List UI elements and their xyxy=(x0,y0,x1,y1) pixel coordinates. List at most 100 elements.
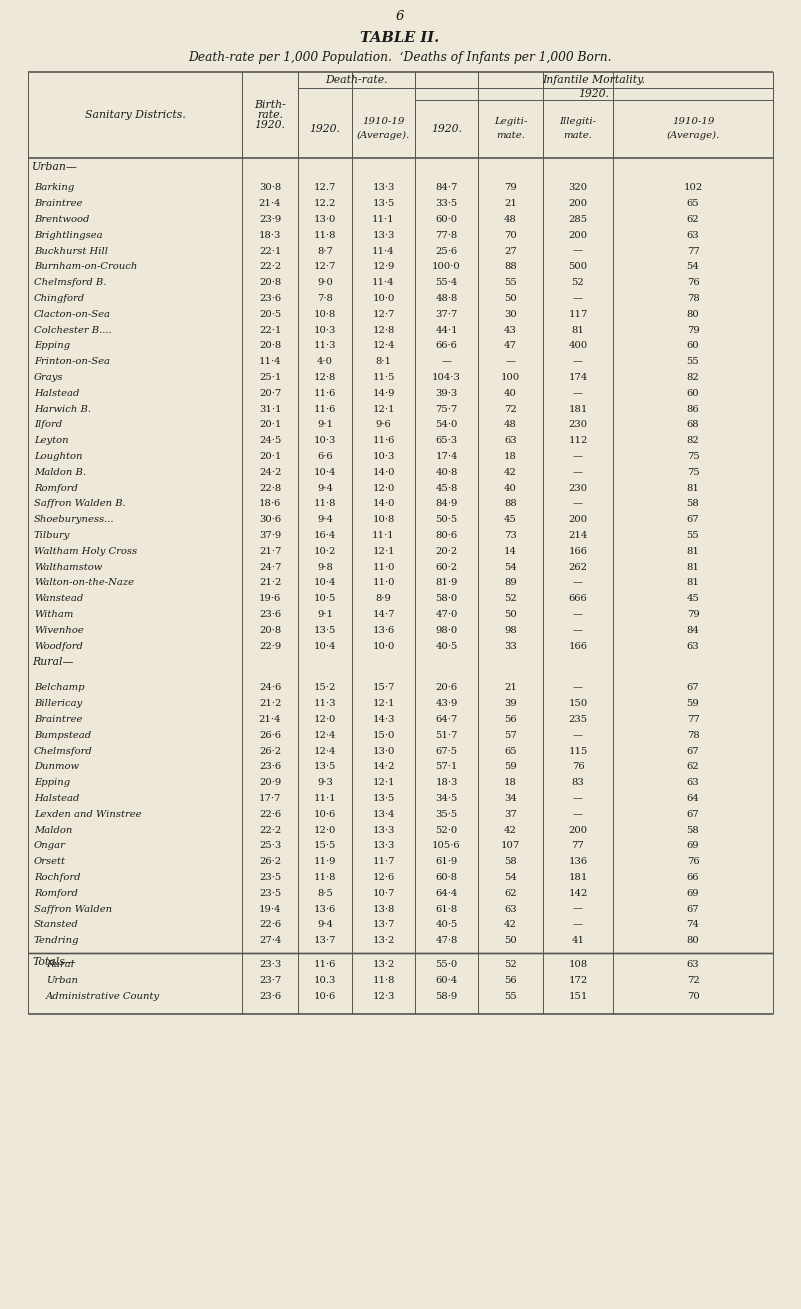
Text: 20·9: 20·9 xyxy=(259,778,281,787)
Text: 24·5: 24·5 xyxy=(259,436,281,445)
Text: 55: 55 xyxy=(686,357,699,367)
Text: 117: 117 xyxy=(569,310,588,319)
Text: Chingford: Chingford xyxy=(34,295,85,302)
Text: 11·0: 11·0 xyxy=(372,563,395,572)
Text: 84·9: 84·9 xyxy=(435,500,457,508)
Text: 230: 230 xyxy=(569,483,588,492)
Text: 166: 166 xyxy=(569,547,587,556)
Text: —: — xyxy=(573,683,583,692)
Text: 79: 79 xyxy=(504,183,517,192)
Text: 11·6: 11·6 xyxy=(372,436,395,445)
Text: Urban: Urban xyxy=(46,975,78,984)
Text: 59: 59 xyxy=(686,699,699,708)
Text: 214: 214 xyxy=(569,531,588,541)
Text: 24·2: 24·2 xyxy=(259,467,281,476)
Text: 23·6: 23·6 xyxy=(259,295,281,302)
Text: Loughton: Loughton xyxy=(34,452,83,461)
Text: 75·7: 75·7 xyxy=(436,404,457,414)
Text: Halstead: Halstead xyxy=(34,795,79,802)
Text: 72: 72 xyxy=(686,975,699,984)
Text: 21: 21 xyxy=(504,683,517,692)
Text: 23·5: 23·5 xyxy=(259,873,281,882)
Text: 11·1: 11·1 xyxy=(314,795,336,802)
Text: 100: 100 xyxy=(501,373,520,382)
Text: Tilbury: Tilbury xyxy=(34,531,70,541)
Text: 57·1: 57·1 xyxy=(435,762,457,771)
Text: 12·9: 12·9 xyxy=(372,262,395,271)
Text: 9·4: 9·4 xyxy=(317,516,333,524)
Text: 12·0: 12·0 xyxy=(314,715,336,724)
Text: 19·4: 19·4 xyxy=(259,905,281,914)
Text: Braintree: Braintree xyxy=(34,199,83,208)
Text: 23·3: 23·3 xyxy=(259,959,281,969)
Text: 20·1: 20·1 xyxy=(259,452,281,461)
Text: 34: 34 xyxy=(504,795,517,802)
Text: 63: 63 xyxy=(686,778,699,787)
Text: 54: 54 xyxy=(686,262,699,271)
Text: Colchester B....: Colchester B.... xyxy=(34,326,111,335)
Text: 13·2: 13·2 xyxy=(372,959,395,969)
Text: 61·8: 61·8 xyxy=(436,905,457,914)
Text: Stansted: Stansted xyxy=(34,920,78,929)
Text: 14·7: 14·7 xyxy=(372,610,395,619)
Text: 108: 108 xyxy=(569,959,588,969)
Text: mate.: mate. xyxy=(563,131,593,140)
Text: 43: 43 xyxy=(504,326,517,335)
Text: Saffron Walden B.: Saffron Walden B. xyxy=(34,500,126,508)
Text: 33·5: 33·5 xyxy=(436,199,457,208)
Text: 230: 230 xyxy=(569,420,588,429)
Text: —: — xyxy=(573,920,583,929)
Text: 14·2: 14·2 xyxy=(372,762,395,771)
Text: 18·3: 18·3 xyxy=(259,230,281,240)
Text: Romford: Romford xyxy=(34,889,78,898)
Text: 1920.: 1920. xyxy=(309,124,340,134)
Text: 11·6: 11·6 xyxy=(314,404,336,414)
Text: 11·4: 11·4 xyxy=(372,279,395,287)
Text: Sanitary Districts.: Sanitary Districts. xyxy=(85,110,186,120)
Text: 77: 77 xyxy=(572,842,585,851)
Text: 23·5: 23·5 xyxy=(259,889,281,898)
Text: 13·5: 13·5 xyxy=(314,762,336,771)
Text: Rural: Rural xyxy=(46,959,74,969)
Text: 23·7: 23·7 xyxy=(259,975,281,984)
Text: 84: 84 xyxy=(686,626,699,635)
Text: Ongar: Ongar xyxy=(34,842,66,851)
Text: Harwich B.: Harwich B. xyxy=(34,404,91,414)
Text: 54: 54 xyxy=(504,563,517,572)
Text: 39·3: 39·3 xyxy=(436,389,457,398)
Text: Walton-on-the-Naze: Walton-on-the-Naze xyxy=(34,579,134,588)
Text: Death-rate per 1,000 Population.  ‘Deaths of Infants per 1,000 Born.: Death-rate per 1,000 Population. ‘Deaths… xyxy=(188,51,612,64)
Text: 26·2: 26·2 xyxy=(259,857,281,867)
Text: 22·9: 22·9 xyxy=(259,641,281,651)
Text: 30: 30 xyxy=(504,310,517,319)
Text: 13·5: 13·5 xyxy=(372,199,395,208)
Text: Barking: Barking xyxy=(34,183,74,192)
Text: 31·1: 31·1 xyxy=(259,404,281,414)
Text: 76: 76 xyxy=(686,857,699,867)
Text: 40·8: 40·8 xyxy=(435,467,457,476)
Text: 51·7: 51·7 xyxy=(435,730,457,740)
Text: 9·1: 9·1 xyxy=(317,610,333,619)
Text: 63: 63 xyxy=(686,641,699,651)
Text: Brentwood: Brentwood xyxy=(34,215,90,224)
Text: 21·2: 21·2 xyxy=(259,699,281,708)
Text: 11·3: 11·3 xyxy=(314,342,336,351)
Text: 10·6: 10·6 xyxy=(314,810,336,819)
Text: 41: 41 xyxy=(571,936,585,945)
Text: Braintree: Braintree xyxy=(34,715,83,724)
Text: 80: 80 xyxy=(686,310,699,319)
Text: 9·1: 9·1 xyxy=(317,420,333,429)
Text: 60·4: 60·4 xyxy=(436,975,457,984)
Text: 13·0: 13·0 xyxy=(314,215,336,224)
Text: 66: 66 xyxy=(686,873,699,882)
Text: 42: 42 xyxy=(504,467,517,476)
Text: 1920.: 1920. xyxy=(255,120,285,130)
Text: Buckhurst Hill: Buckhurst Hill xyxy=(34,246,108,255)
Text: 40·5: 40·5 xyxy=(435,920,457,929)
Text: 64·7: 64·7 xyxy=(436,715,457,724)
Text: 63: 63 xyxy=(686,959,699,969)
Text: 9·6: 9·6 xyxy=(376,420,392,429)
Text: 60: 60 xyxy=(686,342,699,351)
Text: 24·6: 24·6 xyxy=(259,683,281,692)
Text: 60·8: 60·8 xyxy=(436,873,457,882)
